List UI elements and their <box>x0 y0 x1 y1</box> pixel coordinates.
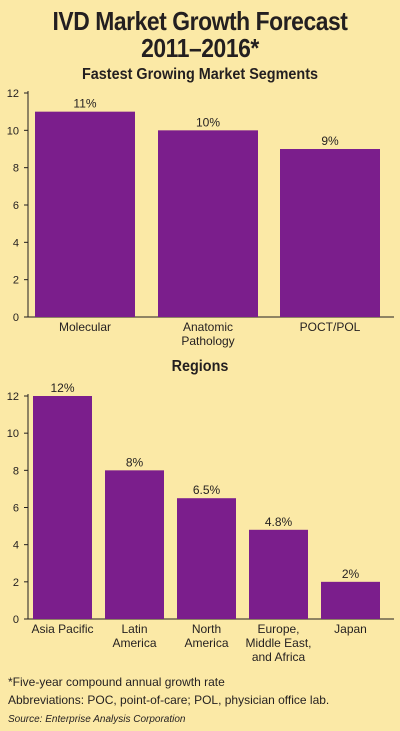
segment-bar <box>35 111 135 318</box>
region-value-label: 8% <box>126 455 144 469</box>
y-tick-label: 10 <box>7 428 19 440</box>
region-bar <box>177 498 236 619</box>
y-tick-label: 12 <box>7 391 19 403</box>
region-value-label: 2% <box>342 567 360 581</box>
region-bar <box>33 396 92 619</box>
segment-value-label: 9% <box>321 134 339 148</box>
segment-category-label: POCT/POL <box>300 320 361 334</box>
region-category-label: Latin <box>121 622 147 636</box>
region-category-label: North <box>192 622 221 636</box>
chart-title-line-1: IVD Market Growth Forecast <box>52 6 348 36</box>
region-category-label: America <box>112 636 156 650</box>
y-tick-label: 12 <box>7 88 19 100</box>
segment-category-label: Molecular <box>59 320 111 334</box>
source-note: Source: Enterprise Analysis Corporation <box>8 714 186 725</box>
segment-value-label: 11% <box>73 97 96 111</box>
region-bar <box>321 581 380 619</box>
segment-bar <box>280 149 380 317</box>
region-category-label: Japan <box>334 622 367 636</box>
y-tick-label: 4 <box>13 540 19 552</box>
region-value-label: 4.8% <box>265 515 293 529</box>
region-value-label: 12% <box>50 381 74 395</box>
y-tick-label: 8 <box>13 163 19 175</box>
abbreviations-note: Abbreviations: POC, point-of-care; POL, … <box>8 693 330 707</box>
chart-title-line-2: 2011–2016* <box>141 33 259 63</box>
segment-bar <box>158 130 258 317</box>
region-category-label: Middle East, <box>245 636 311 650</box>
y-tick-label: 0 <box>13 614 19 626</box>
regions-chart-title: Regions <box>171 358 229 375</box>
y-tick-label: 2 <box>13 275 19 287</box>
region-category-label: and Africa <box>252 650 306 664</box>
segment-value-label: 10% <box>196 115 220 129</box>
segments-chart-title: Fastest Growing Market Segments <box>81 66 319 83</box>
y-tick-label: 0 <box>13 312 19 324</box>
y-tick-label: 2 <box>13 577 19 589</box>
y-tick-label: 8 <box>13 465 19 477</box>
region-category-label: Europe, <box>257 622 299 636</box>
footnote: *Five-year compound annual growth rate <box>8 675 225 689</box>
y-tick-label: 4 <box>13 237 19 249</box>
region-category-label: Asia Pacific <box>31 622 93 636</box>
region-bar <box>249 529 308 619</box>
y-tick-label: 6 <box>13 503 19 515</box>
y-tick-label: 6 <box>13 200 19 212</box>
segment-category-label: Anatomic <box>183 320 233 334</box>
segment-category-label: Pathology <box>181 334 234 348</box>
region-category-label: America <box>184 636 228 650</box>
region-value-label: 6.5% <box>193 483 221 497</box>
y-tick-label: 10 <box>7 125 19 137</box>
region-bar <box>105 470 164 619</box>
